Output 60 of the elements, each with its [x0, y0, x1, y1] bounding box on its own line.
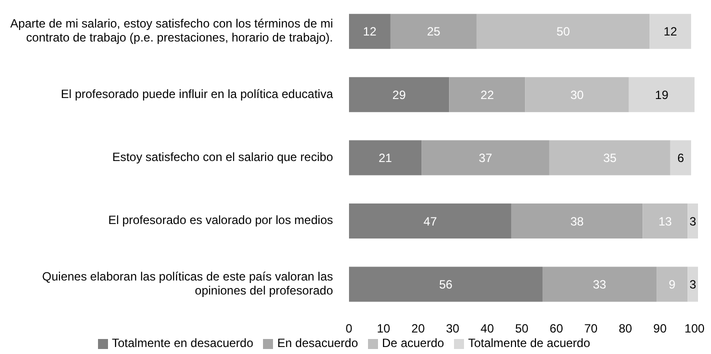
bar	[525, 77, 629, 112]
bar	[349, 14, 390, 49]
y-tick-label: El profesorado puede influir en la política educativa	[60, 86, 334, 101]
legend-label: Totalmente de acuerdo	[468, 336, 590, 350]
data-label: 6	[677, 151, 684, 166]
bar	[656, 266, 688, 302]
x-tick-label: 50	[515, 322, 529, 336]
bar	[511, 204, 643, 239]
y-tick-label: Quienes elaboran las políticas de este país valoran las opiniones del profesorado	[42, 270, 334, 298]
data-label: 47	[424, 214, 438, 228]
data-label: 38	[570, 214, 584, 228]
data-label: 33	[592, 277, 607, 292]
data-label: 21	[378, 151, 392, 166]
bar	[349, 140, 422, 176]
y-tick-label: Estoy satisfecho con el salario que recibo	[112, 150, 334, 164]
data-label: 13	[658, 214, 672, 228]
x-tick-label: 0	[346, 322, 353, 336]
data-label: 37	[478, 151, 492, 166]
bar	[628, 77, 695, 112]
bar	[349, 77, 450, 112]
bar	[349, 204, 512, 239]
data-label: 29	[392, 88, 406, 102]
bar	[390, 14, 477, 49]
data-label: 50	[556, 24, 570, 39]
data-label: 56	[439, 277, 453, 292]
bar	[642, 204, 688, 239]
x-tick-label: 10	[376, 322, 391, 336]
data-label: 25	[426, 24, 441, 39]
x-tick-label: 90	[653, 322, 667, 336]
legend-label: Totalmente en desacuerdo	[112, 336, 254, 350]
x-tick-label: 100	[684, 322, 705, 336]
y-tick-label: El profesorado es valorado por los medios	[108, 213, 333, 228]
bar	[650, 14, 692, 49]
data-label: 19	[655, 88, 669, 102]
y-tick-label: Aparte de mi salario, estoy satisfecho con los términos de mi contrato de trabajo (p.e. prestaciones, horario de trabajo).	[10, 16, 333, 45]
bar	[422, 140, 550, 176]
data-label: 35	[603, 151, 617, 166]
data-label: 12	[363, 24, 377, 39]
bar	[670, 140, 692, 176]
bar	[549, 140, 670, 176]
legend-label: De acuerdo	[382, 336, 444, 350]
bar	[349, 266, 543, 302]
bar	[449, 77, 526, 112]
x-tick-label: 30	[446, 322, 460, 336]
data-label: 22	[480, 88, 494, 102]
data-label: 9	[668, 277, 676, 292]
bar	[542, 266, 657, 302]
data-label: 30	[570, 88, 584, 102]
bar	[688, 266, 698, 302]
x-tick-label: 60	[550, 322, 564, 336]
legend-label: En desacuerdo	[277, 336, 358, 350]
x-tick-label: 70	[584, 322, 598, 336]
bar	[688, 204, 698, 239]
data-label: 3	[689, 277, 696, 292]
data-label: 3	[689, 214, 696, 228]
bar	[476, 14, 650, 49]
x-tick-label: 80	[618, 322, 632, 336]
data-label: 12	[664, 24, 678, 39]
x-tick-label: 20	[411, 322, 426, 336]
x-tick-label: 40	[480, 322, 494, 336]
